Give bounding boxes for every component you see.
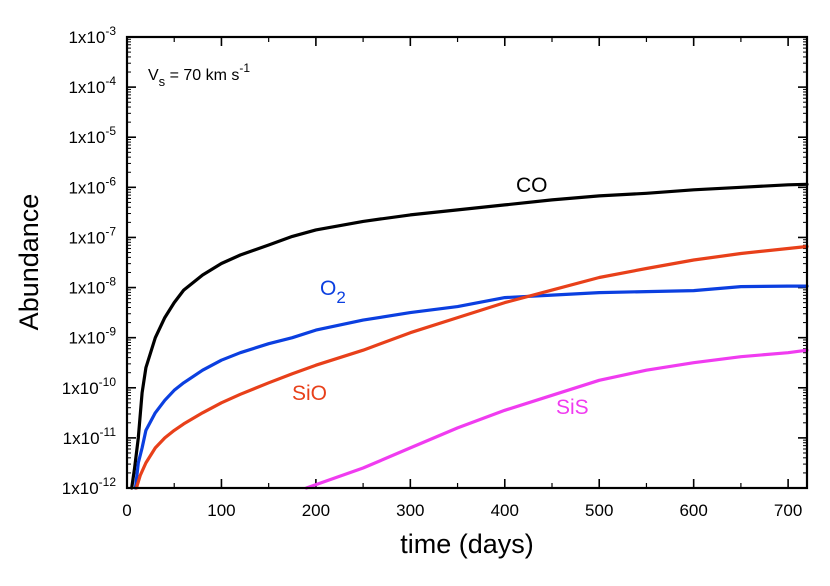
series-label-co: CO [516,174,548,197]
velocity-annotation: Vs = 70 km s-1 [148,61,250,89]
series-line-o2 [133,284,809,490]
x-tick-label: 0 [122,501,131,520]
y-tick-label: 1x10-9 [68,325,116,348]
x-tick-label: 300 [396,501,424,520]
series-label-sis: SiS [556,396,589,419]
y-tick-label: 1x10-10 [62,375,117,398]
x-tick-label: 100 [207,501,235,520]
x-tick-label: 600 [679,501,707,520]
y-tick-label: 1x10-6 [68,174,116,197]
y-tick-label: 1x10-12 [62,475,117,498]
x-tick-label: 700 [774,501,802,520]
series-label-o2: O2 [320,277,346,307]
y-tick-label: 1x10-4 [68,74,116,97]
y-tick-label: 1x10-8 [68,275,116,298]
y-axis-title: Abundance [14,194,44,331]
y-tick-label: 1x10-11 [63,425,117,448]
y-tick-label: 1x10-3 [68,24,116,47]
series-line-co [130,182,809,490]
x-axis-ticks: 0 100 200 300 400 500 600 700 [122,37,802,520]
x-axis-title: time (days) [400,529,534,559]
y-tick-label: 1x10-7 [68,224,116,247]
y-tick-label: 1x10-5 [68,124,116,147]
series-label-sio: SiO [292,382,327,405]
plot-frame [125,35,809,490]
x-tick-label: 400 [491,501,519,520]
y-axis-ticks: 1x10-3 1x10-4 1x10-5 1x10-6 1x10-7 1x10-8 1x10… [62,24,807,498]
series-line-sio [134,244,809,490]
x-tick-label: 200 [302,501,330,520]
series-lines [130,182,809,490]
series-line-sis [304,348,809,490]
x-tick-label: 500 [585,501,613,520]
